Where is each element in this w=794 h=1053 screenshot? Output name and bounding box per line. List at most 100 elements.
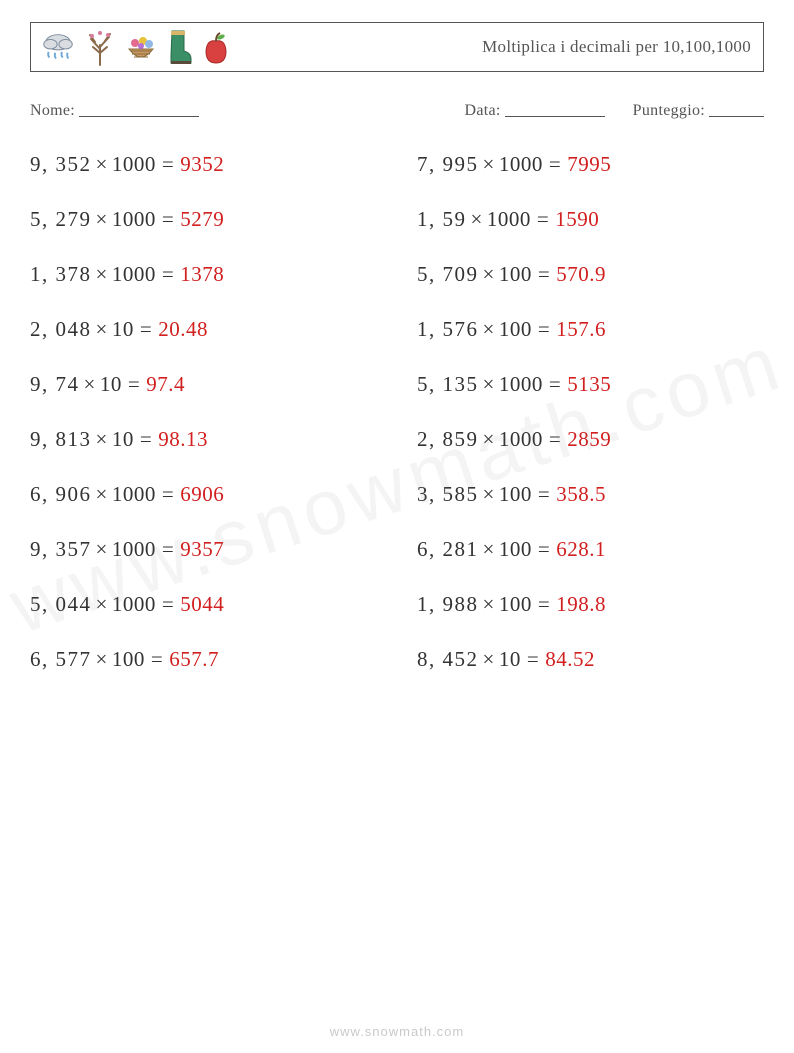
multiplier: 1000 (112, 537, 156, 561)
answer: 5135 (567, 372, 611, 396)
decimal-operand: 1, 988 (417, 592, 479, 616)
decimal-operand: 6, 906 (30, 482, 92, 506)
multiplier: 10 (112, 427, 134, 451)
equals-symbol: = (549, 372, 561, 396)
answer: 358.5 (556, 482, 606, 506)
rain-boot-icon (165, 27, 193, 67)
answer: 6906 (180, 482, 224, 506)
multiplier: 100 (499, 482, 532, 506)
multiplier: 100 (499, 537, 532, 561)
worksheet-page: Moltiplica i decimali per 10,100,1000 No… (0, 0, 794, 1053)
equals-symbol: = (538, 592, 550, 616)
decimal-operand: 9, 813 (30, 427, 92, 451)
problem: 1, 988×100=198.8 (417, 592, 764, 617)
answer: 657.7 (169, 647, 219, 671)
multiplier: 1000 (487, 207, 531, 231)
answer: 198.8 (556, 592, 606, 616)
decimal-operand: 9, 352 (30, 152, 92, 176)
answer: 2859 (567, 427, 611, 451)
answer: 84.52 (545, 647, 595, 671)
multiply-symbol: × (483, 592, 495, 616)
answer: 9352 (180, 152, 224, 176)
decimal-operand: 3, 585 (417, 482, 479, 506)
name-label: Nome: (30, 102, 75, 119)
score-blank[interactable] (709, 102, 764, 117)
flower-basket-icon (123, 29, 159, 67)
problem: 8, 452×10=84.52 (417, 647, 764, 672)
multiplier: 1000 (499, 372, 543, 396)
equals-symbol: = (538, 482, 550, 506)
multiply-symbol: × (96, 427, 108, 451)
equals-symbol: = (162, 482, 174, 506)
problem: 9, 74×10=97.4 (30, 372, 377, 397)
problem: 6, 906×1000=6906 (30, 482, 377, 507)
problem: 6, 577×100=657.7 (30, 647, 377, 672)
answer: 7995 (567, 152, 611, 176)
multiplier: 1000 (112, 592, 156, 616)
multiply-symbol: × (96, 647, 108, 671)
problem: 9, 352×1000=9352 (30, 152, 377, 177)
equals-symbol: = (549, 152, 561, 176)
multiply-symbol: × (483, 537, 495, 561)
equals-symbol: = (549, 427, 561, 451)
multiply-symbol: × (483, 647, 495, 671)
info-line: Nome: Data: Punteggio: (30, 100, 764, 120)
score-label: Punteggio: (633, 102, 705, 119)
decimal-operand: 5, 709 (417, 262, 479, 286)
answer: 98.13 (158, 427, 208, 451)
name-blank[interactable] (79, 102, 199, 117)
header-box: Moltiplica i decimali per 10,100,1000 (30, 22, 764, 72)
multiply-symbol: × (483, 317, 495, 341)
decimal-operand: 1, 59 (417, 207, 467, 231)
decimal-operand: 5, 279 (30, 207, 92, 231)
equals-symbol: = (538, 317, 550, 341)
multiply-symbol: × (483, 372, 495, 396)
multiplier: 100 (499, 317, 532, 341)
equals-symbol: = (162, 152, 174, 176)
decimal-operand: 2, 048 (30, 317, 92, 341)
answer: 570.9 (556, 262, 606, 286)
decimal-operand: 5, 044 (30, 592, 92, 616)
problem: 7, 995×1000=7995 (417, 152, 764, 177)
problem: 6, 281×100=628.1 (417, 537, 764, 562)
multiply-symbol: × (483, 262, 495, 286)
equals-symbol: = (538, 537, 550, 561)
multiply-symbol: × (483, 482, 495, 506)
name-field: Nome: (30, 100, 434, 120)
equals-symbol: = (151, 647, 163, 671)
decimal-operand: 1, 576 (417, 317, 479, 341)
multiply-symbol: × (483, 152, 495, 176)
date-blank[interactable] (505, 102, 605, 117)
decimal-operand: 5, 135 (417, 372, 479, 396)
answer: 9357 (180, 537, 224, 561)
equals-symbol: = (538, 262, 550, 286)
problem: 1, 378×1000=1378 (30, 262, 377, 287)
multiply-symbol: × (483, 427, 495, 451)
decimal-operand: 1, 378 (30, 262, 92, 286)
score-field: Punteggio: (633, 100, 764, 120)
multiplier: 1000 (112, 207, 156, 231)
equals-symbol: = (140, 317, 152, 341)
icon-strip (39, 27, 233, 67)
multiply-symbol: × (96, 152, 108, 176)
multiplier: 10 (112, 317, 134, 341)
answer: 1590 (555, 207, 599, 231)
answer: 157.6 (556, 317, 606, 341)
rain-cloud-icon (39, 29, 77, 67)
answer: 5044 (180, 592, 224, 616)
multiply-symbol: × (96, 482, 108, 506)
problem: 9, 357×1000=9357 (30, 537, 377, 562)
answer: 97.4 (146, 372, 185, 396)
multiplier: 1000 (112, 482, 156, 506)
decimal-operand: 9, 357 (30, 537, 92, 561)
multiplier: 10 (100, 372, 122, 396)
problem: 9, 813×10=98.13 (30, 427, 377, 452)
multiply-symbol: × (471, 207, 483, 231)
decimal-operand: 7, 995 (417, 152, 479, 176)
multiplier: 1000 (499, 427, 543, 451)
apple-icon (199, 29, 233, 67)
multiplier: 10 (499, 647, 521, 671)
equals-symbol: = (162, 262, 174, 286)
multiplier: 100 (499, 262, 532, 286)
multiplier: 1000 (112, 152, 156, 176)
